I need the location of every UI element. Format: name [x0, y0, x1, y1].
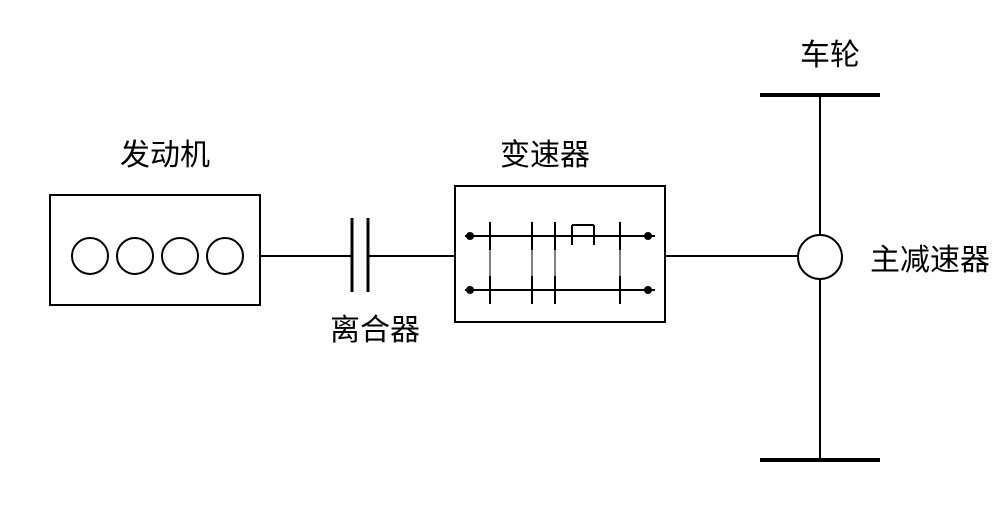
gearbox-bearing-icon [644, 286, 652, 294]
label-engine: 发动机 [120, 139, 210, 172]
label-final-drive: 主减速器 [870, 244, 990, 277]
label-clutch: 离合器 [330, 314, 420, 347]
label-gearbox: 变速器 [500, 139, 590, 172]
engine-cylinder-icon [72, 238, 108, 274]
label-wheel: 车轮 [800, 39, 860, 72]
gearbox-bearing-icon [466, 286, 474, 294]
engine-cylinder-icon [117, 238, 153, 274]
engine-cylinder-icon [207, 238, 243, 274]
final-drive-icon [798, 235, 842, 279]
gearbox-bearing-icon [466, 232, 474, 240]
engine-box [50, 195, 260, 305]
gearbox-bearing-icon [644, 232, 652, 240]
engine-cylinder-icon [162, 238, 198, 274]
gearbox-box [455, 186, 665, 322]
